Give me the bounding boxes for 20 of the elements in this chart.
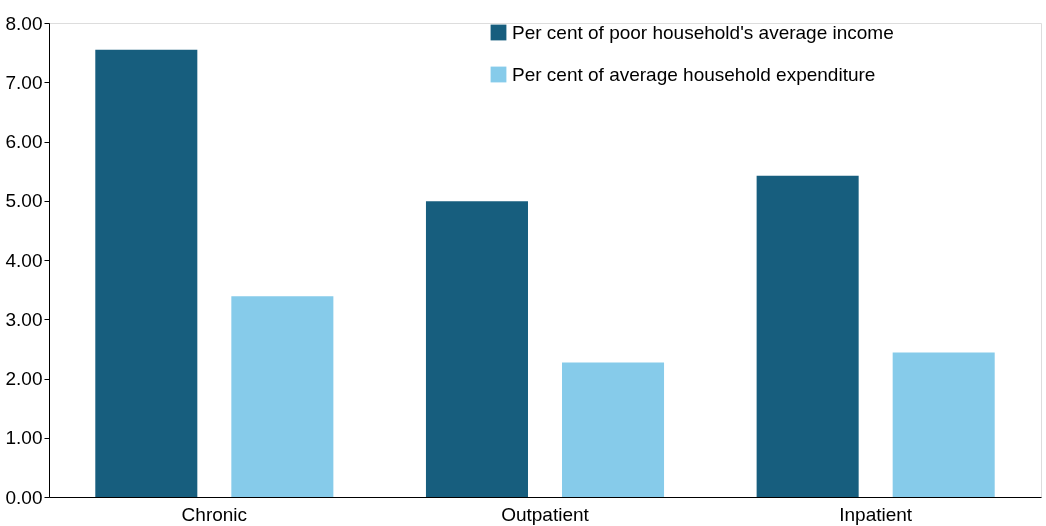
- y-tick-label: 7.00: [5, 71, 43, 93]
- y-tick-label: 4.00: [5, 249, 43, 271]
- bar: [892, 352, 995, 497]
- x-tick-label: Outpatient: [501, 503, 590, 525]
- y-tick-label: 2.00: [5, 368, 43, 389]
- y-tick-label: 3.00: [5, 308, 43, 330]
- legend-label: Per cent of poor household's average income: [512, 21, 894, 43]
- x-tick-label: Inpatient: [839, 503, 913, 525]
- bar: [562, 362, 665, 497]
- bar: [756, 175, 859, 497]
- legend-label: Per cent of average household expenditure: [512, 63, 876, 85]
- y-tick-label: 5.00: [5, 190, 43, 212]
- y-tick-label: 8.00: [5, 12, 43, 34]
- x-tick-label: Chronic: [181, 503, 248, 525]
- bar: [231, 296, 334, 497]
- y-tick-label: 6.00: [5, 131, 43, 152]
- y-tick-label: 1.00: [5, 427, 43, 449]
- bar: [425, 201, 528, 497]
- y-tick-label: 0.00: [5, 486, 43, 508]
- bar: [95, 49, 198, 497]
